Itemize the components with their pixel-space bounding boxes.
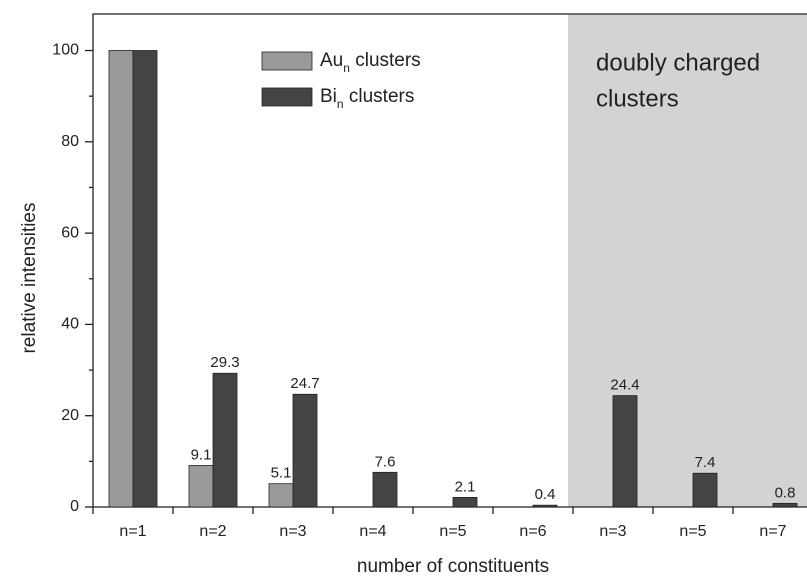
x-tick-label: n=3 xyxy=(599,523,626,540)
bar xyxy=(108,50,134,508)
value-label: 29.3 xyxy=(210,354,239,371)
legend-subscript: n xyxy=(343,61,350,75)
highlight-region xyxy=(568,14,807,507)
bar xyxy=(212,372,238,508)
bar xyxy=(452,497,478,508)
legend-subscript: n xyxy=(337,97,344,111)
bar xyxy=(132,50,158,508)
bar xyxy=(772,502,798,508)
y-tick-label: 0 xyxy=(70,498,79,515)
legend-text: Bi xyxy=(320,86,337,107)
plot-frame xyxy=(92,13,807,508)
x-tick-label: n=1 xyxy=(119,523,146,540)
legend-text: clusters xyxy=(344,86,415,107)
x-tick-label: n=3 xyxy=(279,523,306,540)
bar xyxy=(612,395,638,508)
bar xyxy=(188,465,214,508)
x-axis-label: number of constituents xyxy=(357,556,549,577)
value-label: 9.1 xyxy=(191,446,212,463)
legend-text: Au xyxy=(320,50,343,71)
y-tick-label: 80 xyxy=(61,133,79,150)
y-tick-label: 20 xyxy=(61,407,79,424)
x-tick-label: n=5 xyxy=(439,523,466,540)
value-label: 7.4 xyxy=(695,454,716,471)
legend-label: Bin clusters xyxy=(320,86,414,111)
bar xyxy=(372,471,398,508)
y-tick-label: 40 xyxy=(61,316,79,333)
x-tick-label: n=6 xyxy=(519,523,546,540)
y-axis-label: relative intensities xyxy=(19,202,40,353)
value-label: 5.1 xyxy=(271,465,292,482)
value-label: 24.4 xyxy=(610,377,639,394)
bar xyxy=(532,504,558,508)
y-tick-label: 100 xyxy=(52,42,79,59)
bar xyxy=(268,483,294,508)
bar xyxy=(692,472,718,508)
value-label: 24.7 xyxy=(290,375,319,392)
value-label: 0.4 xyxy=(535,486,556,503)
value-label: 7.6 xyxy=(375,453,396,470)
value-label: 2.1 xyxy=(455,478,476,495)
x-tick-label: n=2 xyxy=(199,523,226,540)
y-tick-label: 60 xyxy=(61,224,79,241)
value-label: 0.8 xyxy=(775,484,796,501)
legend-swatch xyxy=(261,51,313,71)
highlight-label: clusters xyxy=(596,85,679,112)
legend-swatch xyxy=(261,87,313,107)
x-tick-label: n=7 xyxy=(759,523,786,540)
highlight-label: doubly charged xyxy=(596,49,760,76)
legend-text: clusters xyxy=(350,50,421,71)
x-tick-label: n=5 xyxy=(679,523,706,540)
bar xyxy=(292,393,318,508)
x-tick-label: n=4 xyxy=(359,523,386,540)
legend-label: Aun clusters xyxy=(320,50,421,75)
